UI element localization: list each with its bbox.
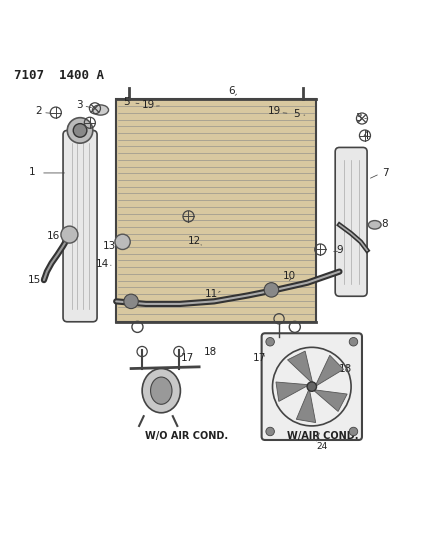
Text: 9: 9: [336, 245, 343, 255]
Text: 19: 19: [268, 106, 281, 116]
Circle shape: [307, 382, 317, 391]
Text: 5: 5: [293, 109, 299, 119]
Circle shape: [266, 427, 274, 436]
FancyBboxPatch shape: [63, 131, 97, 322]
Text: 16: 16: [47, 231, 60, 241]
FancyBboxPatch shape: [335, 148, 367, 296]
FancyBboxPatch shape: [262, 333, 362, 440]
Circle shape: [349, 337, 358, 346]
Polygon shape: [313, 390, 347, 411]
Ellipse shape: [151, 377, 172, 404]
Text: 14: 14: [96, 260, 109, 269]
Text: 18: 18: [339, 365, 351, 374]
Text: 7107  1400 A: 7107 1400 A: [14, 69, 104, 82]
Polygon shape: [296, 389, 316, 423]
Text: 4: 4: [66, 121, 73, 131]
Text: 4: 4: [363, 131, 369, 141]
Text: 3: 3: [355, 112, 362, 123]
Text: 15: 15: [28, 275, 41, 285]
Circle shape: [73, 124, 87, 137]
Text: 11: 11: [205, 289, 219, 299]
Circle shape: [67, 118, 93, 143]
Circle shape: [124, 294, 138, 309]
Text: 10: 10: [283, 271, 296, 281]
Text: 17: 17: [253, 353, 267, 363]
Text: 5: 5: [124, 96, 130, 107]
Polygon shape: [276, 382, 309, 401]
Ellipse shape: [369, 221, 381, 229]
Ellipse shape: [142, 368, 181, 413]
Text: 13: 13: [103, 241, 116, 251]
Text: 2: 2: [35, 106, 42, 116]
Text: 7: 7: [382, 168, 388, 178]
Text: 19: 19: [142, 100, 155, 110]
Ellipse shape: [92, 105, 109, 115]
Polygon shape: [315, 356, 344, 386]
Circle shape: [264, 282, 279, 297]
Text: 1: 1: [29, 167, 36, 176]
Circle shape: [115, 234, 130, 249]
Text: 24: 24: [316, 442, 328, 451]
Text: 17: 17: [181, 353, 194, 363]
Text: 12: 12: [188, 236, 202, 246]
Text: W/O AIR COND.: W/O AIR COND.: [145, 431, 228, 441]
Circle shape: [61, 226, 78, 243]
FancyBboxPatch shape: [116, 99, 316, 322]
Text: 3: 3: [76, 100, 83, 110]
Text: 18: 18: [204, 346, 217, 357]
Text: 8: 8: [382, 219, 388, 229]
Polygon shape: [288, 351, 313, 384]
Circle shape: [266, 337, 274, 346]
Text: W/AIR COND.: W/AIR COND.: [287, 431, 358, 441]
Circle shape: [349, 427, 358, 436]
Text: 6: 6: [229, 86, 235, 96]
